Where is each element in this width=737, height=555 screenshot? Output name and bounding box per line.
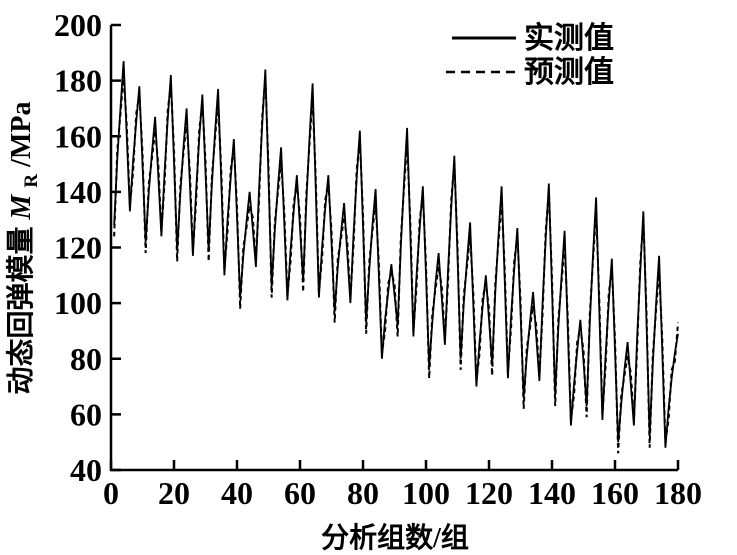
x-tick-label: 0 — [103, 475, 119, 511]
y-axis-title-symbol: M — [6, 193, 37, 220]
x-tick-label: 120 — [465, 475, 513, 511]
axis-ticks: 0 20 40 60 80 100 120 140 160 180 40 60 80 100 120 140 1… — [54, 7, 702, 511]
y-tick-label: 40 — [70, 452, 102, 488]
x-tick-label: 40 — [221, 475, 253, 511]
y-axis-title-unit: /MPa — [6, 102, 37, 168]
y-axis-title-prefix: 动态回弹模量 — [5, 226, 37, 394]
y-tick-label: 180 — [54, 63, 102, 99]
legend-item-predicted: 预测值 — [446, 56, 614, 89]
x-tick-label: 80 — [347, 475, 379, 511]
legend: 实测值 预测值 — [446, 21, 614, 89]
x-tick-label: 20 — [158, 475, 190, 511]
x-tick-label: 180 — [654, 475, 702, 511]
y-tick-label: 140 — [54, 174, 102, 210]
legend-label-predicted: 预测值 — [524, 56, 614, 89]
y-tick-label: 100 — [54, 285, 102, 321]
y-tick-label: 120 — [54, 230, 102, 266]
measured-series-line — [113, 61, 679, 448]
x-axis-title: 分析组数/组 — [321, 522, 469, 554]
x-tick-label: 140 — [528, 475, 576, 511]
legend-item-measured: 实测值 — [452, 21, 614, 55]
x-tick-label: 100 — [402, 475, 450, 511]
predicted-series-line — [113, 74, 679, 454]
y-tick-label: 60 — [70, 396, 102, 432]
y-axis-title-subscript: R — [21, 174, 42, 188]
x-tick-label: 60 — [284, 475, 316, 511]
x-tick-label: 160 — [591, 475, 639, 511]
y-tick-label: 160 — [54, 118, 102, 154]
y-axis-title: 动态回弹模量 M R /MPa — [5, 102, 44, 395]
y-tick-label: 80 — [70, 341, 102, 377]
y-tick-label: 200 — [54, 7, 102, 43]
legend-label-measured: 实测值 — [524, 21, 614, 55]
